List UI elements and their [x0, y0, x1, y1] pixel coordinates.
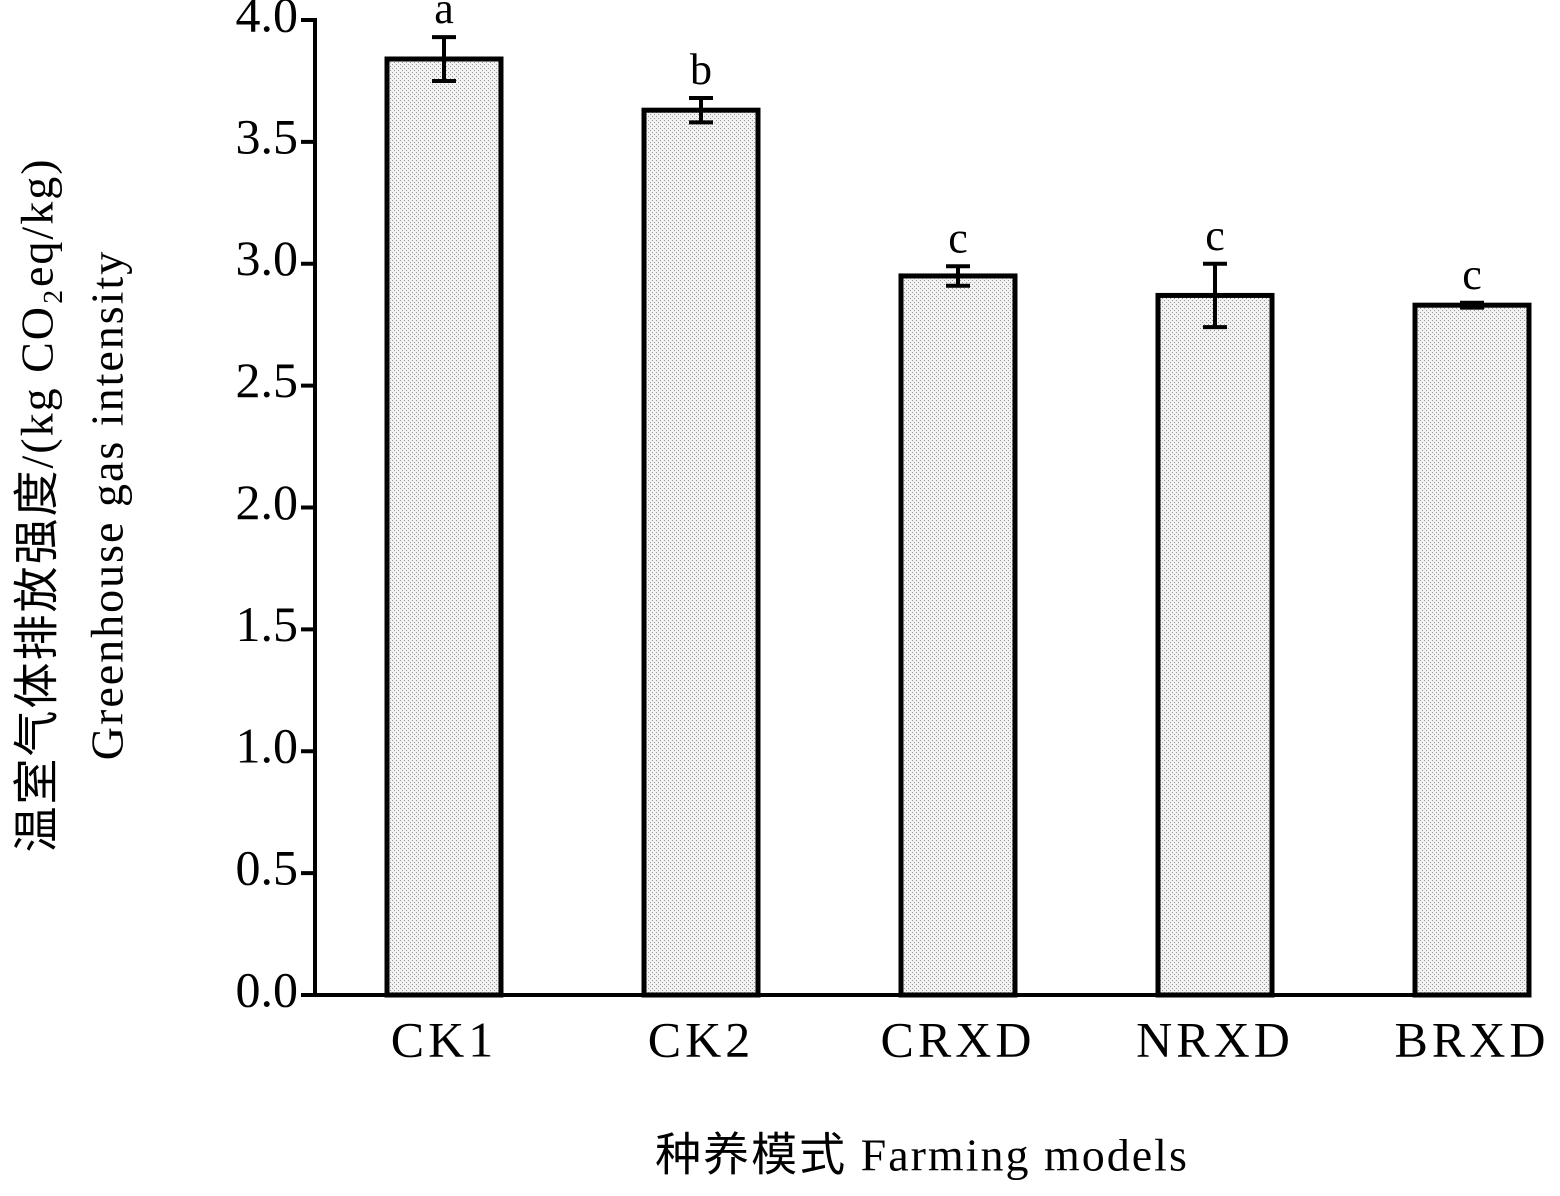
y-tick-label: 1.0 [236, 718, 299, 774]
bar [898, 273, 1018, 998]
y-tick-label: 3.5 [236, 108, 299, 164]
significance-letter: c [948, 213, 968, 262]
significance-letter: c [1205, 211, 1225, 260]
y-tick-label: 2.5 [236, 352, 299, 408]
bar [1155, 292, 1275, 998]
y-tick-label: 1.5 [236, 596, 299, 652]
x-tick-label: NRXD [1136, 1011, 1294, 1067]
error-bar [1460, 300, 1484, 310]
bar [641, 107, 761, 998]
error-bar [432, 35, 456, 83]
x-tick-label: BRXD [1395, 1011, 1550, 1067]
error-bar [689, 96, 713, 125]
x-tick-label: CK2 [648, 1011, 754, 1067]
y-tick-label: 0.0 [236, 961, 299, 1017]
significance-letter: a [434, 0, 454, 33]
y-tick-label: 0.5 [236, 840, 299, 896]
significance-letter: b [690, 45, 712, 94]
bar [1412, 302, 1532, 998]
y-tick-label: 3.0 [236, 230, 299, 286]
y-tick-label: 2.0 [236, 474, 299, 530]
error-bar [1203, 261, 1227, 330]
bar [384, 56, 504, 998]
significance-letter: c [1462, 250, 1482, 299]
x-axis-title: 种养模式 Farming models [655, 1130, 1189, 1181]
error-bar [946, 264, 970, 288]
y-axis-title: 温室气体排放强度/(kg CO₂eq/kg) [12, 157, 63, 852]
x-tick-label: CRXD [881, 1011, 1036, 1067]
x-tick-label: CK1 [391, 1011, 497, 1067]
y-axis-title: Greenhouse gas intensity [82, 250, 133, 760]
y-tick-label: 4.0 [236, 0, 299, 42]
